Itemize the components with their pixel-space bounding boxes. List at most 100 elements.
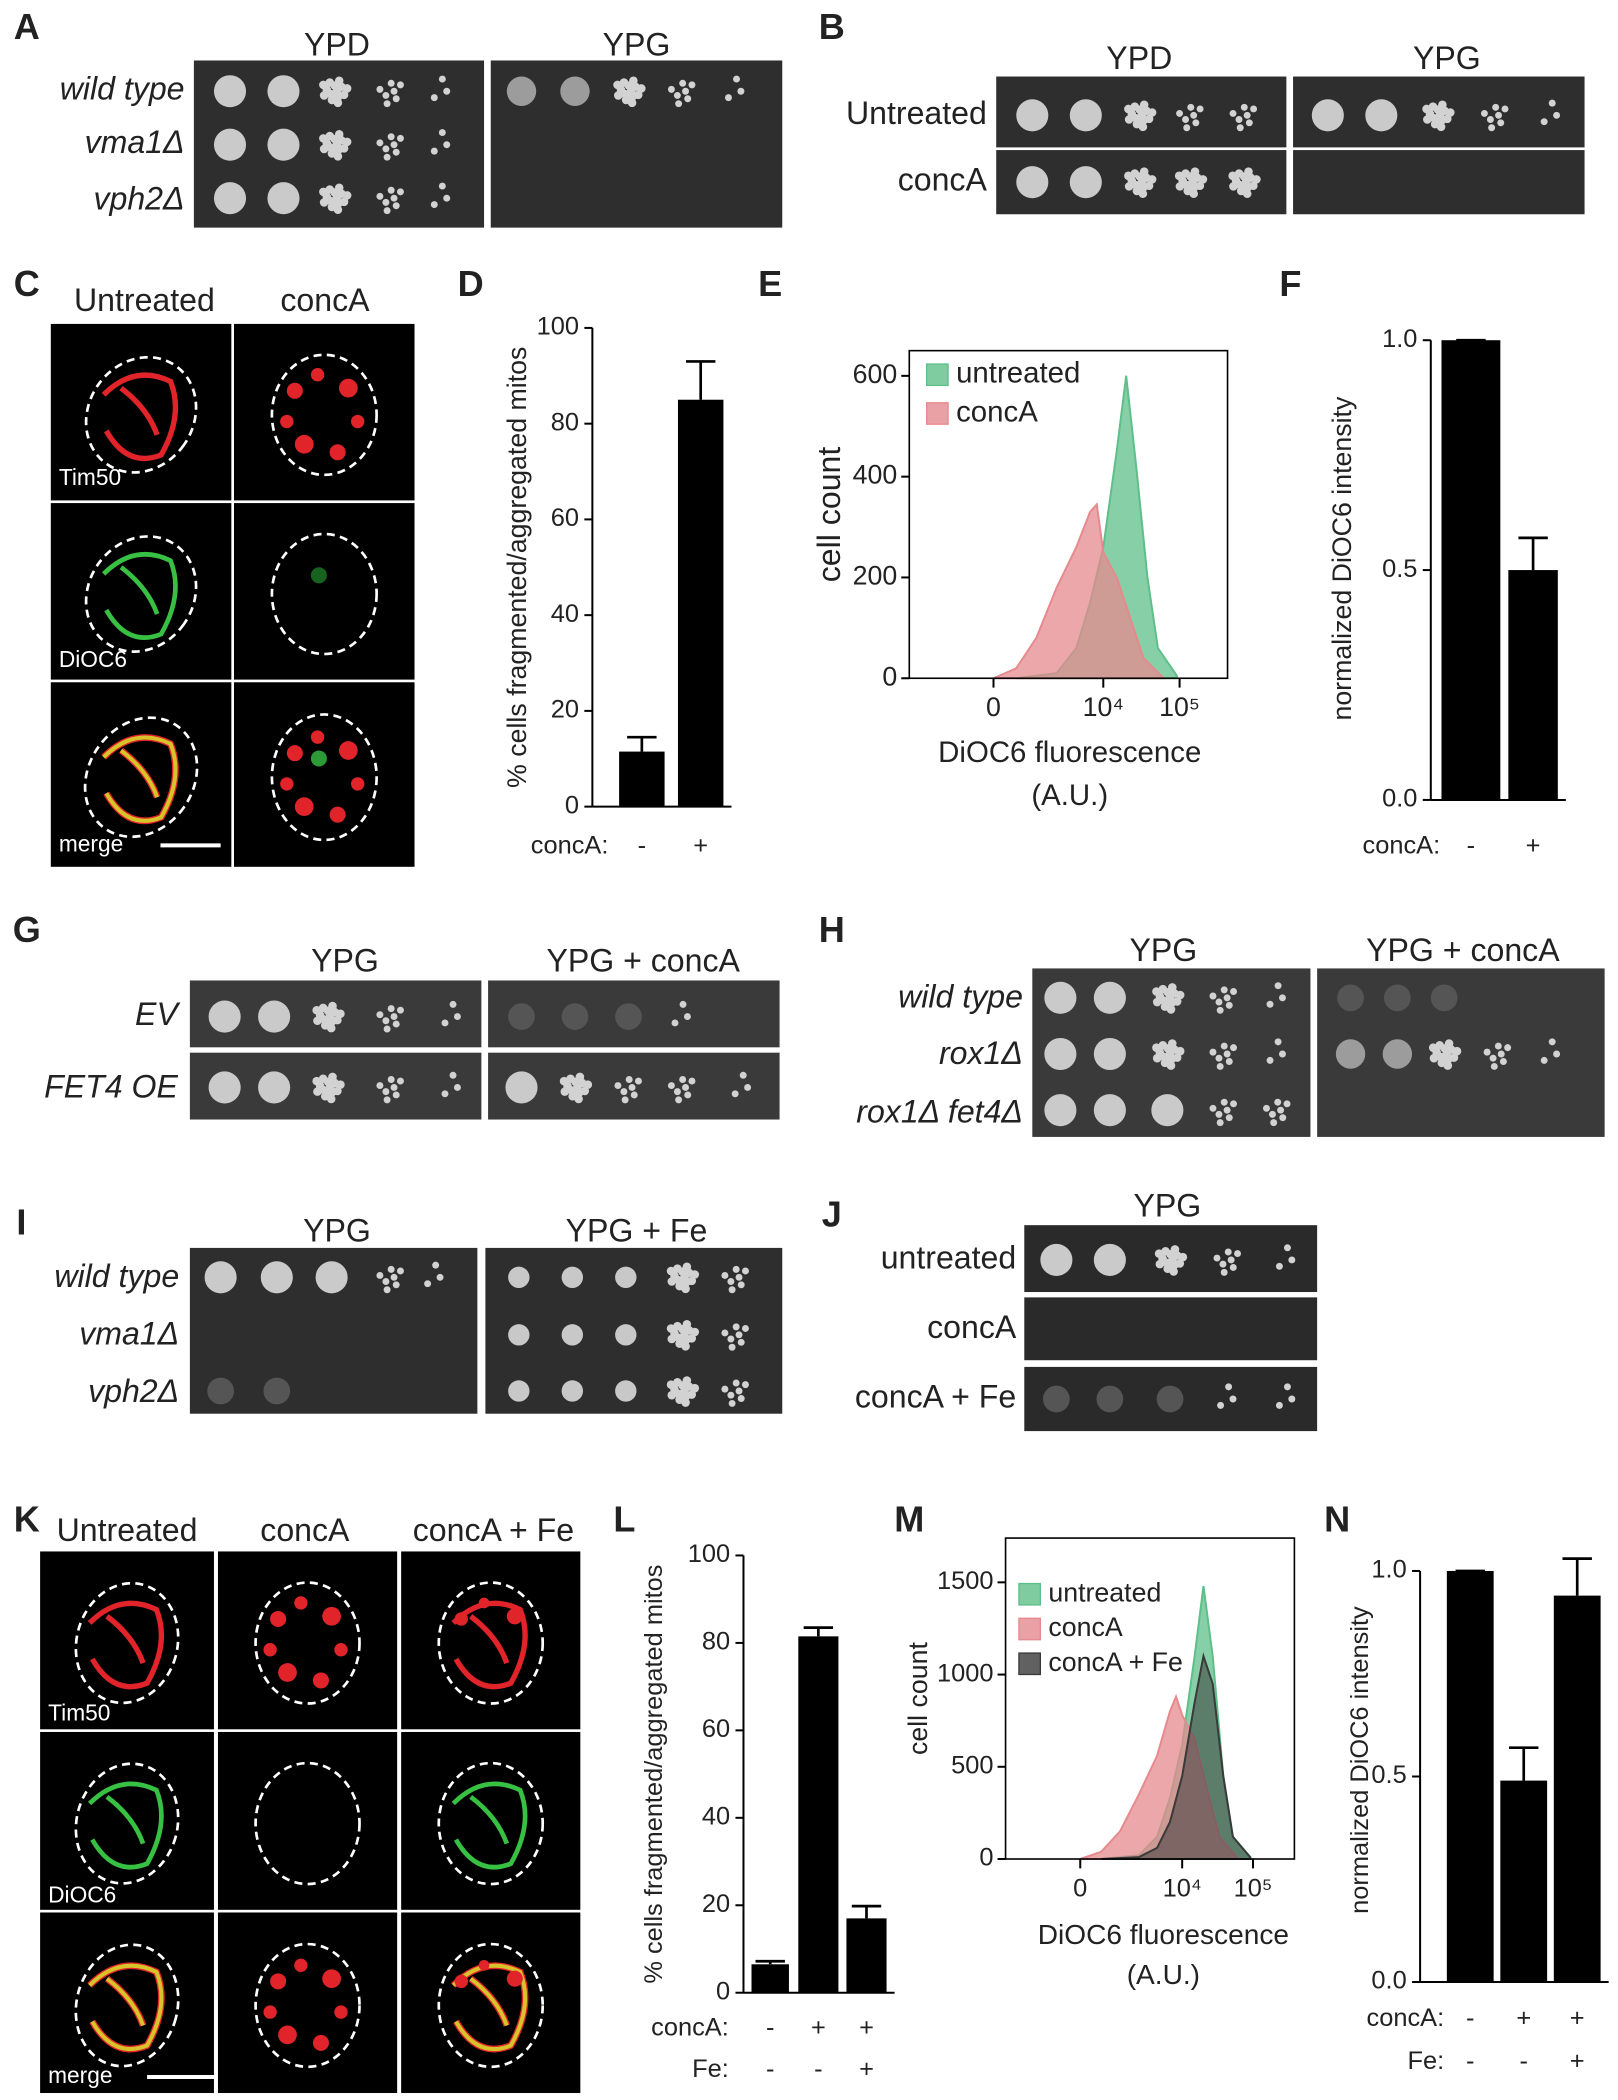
spot: [1337, 984, 1364, 1012]
colony: [1540, 1056, 1548, 1064]
micrograph: [50, 503, 232, 680]
colony: [737, 87, 745, 95]
colony: [382, 1278, 390, 1285]
colony: [1209, 1104, 1217, 1112]
colony: [620, 1088, 628, 1096]
bar: [798, 1636, 839, 1993]
colony: [732, 1323, 740, 1331]
colony: [1229, 182, 1238, 191]
colony: [683, 1013, 691, 1021]
colony: [1486, 116, 1494, 123]
spot: [213, 182, 247, 215]
colony: [318, 1074, 328, 1084]
colony: [319, 134, 328, 143]
colony: [438, 182, 446, 190]
colony: [1166, 1061, 1176, 1070]
spot: [213, 128, 247, 161]
x-tick-label: 0: [1073, 1874, 1087, 1902]
colony: [1215, 998, 1223, 1006]
channel-label: merge: [48, 2062, 112, 2088]
column-header: YPG: [1129, 932, 1197, 968]
colony: [727, 1335, 735, 1343]
spot: [267, 128, 300, 161]
cell-outline: [83, 716, 199, 839]
y-tick-label: 200: [853, 561, 898, 591]
colony: [392, 148, 400, 156]
y-tick-label: 1.0: [1382, 325, 1417, 353]
colony: [382, 145, 390, 153]
y-axis-label: normalized DiOC6 intensity: [1327, 396, 1357, 721]
colony: [390, 1273, 398, 1281]
colony: [1124, 171, 1133, 181]
colony: [1223, 1050, 1231, 1058]
panel-label: D: [458, 263, 484, 304]
colony: [336, 1080, 345, 1089]
colony: [1189, 189, 1199, 199]
colony: [312, 1076, 321, 1086]
colony: [1428, 102, 1438, 111]
colony: [679, 1076, 687, 1083]
colony: [1242, 189, 1252, 199]
colony: [392, 1281, 400, 1289]
panel-label: F: [1279, 263, 1301, 304]
colony: [735, 1331, 743, 1339]
colony: [1266, 1056, 1274, 1064]
colony: [328, 1001, 337, 1011]
column-header: concA: [280, 282, 370, 318]
colony: [1158, 1041, 1168, 1050]
column-header: YPG + Fe: [566, 1213, 708, 1249]
legend-swatch: [926, 363, 949, 387]
merge-signal: [88, 1963, 164, 2051]
mito-signal: [294, 434, 314, 454]
condition-label: +: [1516, 2004, 1531, 2032]
colony: [1229, 1395, 1237, 1403]
colony: [449, 1000, 457, 1008]
colony: [1181, 169, 1190, 178]
micrograph: [50, 323, 232, 501]
colony: [741, 1381, 749, 1389]
colony: [688, 1077, 696, 1085]
row-label: Fe:: [692, 2055, 729, 2083]
colony: [1220, 1042, 1228, 1050]
colony: [390, 1013, 398, 1021]
colony: [1288, 1256, 1296, 1264]
colony: [690, 1383, 700, 1393]
colony: [1182, 116, 1190, 123]
colony: [1268, 1110, 1276, 1118]
colony: [1240, 103, 1248, 111]
column-header: YPG: [1413, 40, 1481, 76]
colony: [1428, 1043, 1438, 1052]
colony: [721, 1271, 729, 1279]
colony: [336, 1009, 345, 1019]
colony: [430, 147, 438, 155]
spot: [1430, 984, 1458, 1012]
bar: [1441, 340, 1501, 800]
colony: [744, 1083, 752, 1091]
plot-frame: [1004, 1537, 1296, 1860]
dioc6-signal: [310, 750, 327, 767]
error-bar: [1562, 1557, 1592, 1596]
row-label: concA:: [1363, 831, 1441, 859]
error-bar: [1509, 1746, 1539, 1781]
colony: [339, 197, 349, 207]
x-axis-label: DiOC6 fluorescence: [1038, 1919, 1289, 1950]
colony: [1169, 1267, 1178, 1276]
colony: [629, 76, 638, 86]
colony: [1262, 1104, 1270, 1112]
row-label: rox1Δ: [939, 1035, 1023, 1071]
colony: [737, 1281, 745, 1289]
y-tick-label: 0: [882, 661, 897, 691]
colony: [339, 90, 349, 100]
y-tick-label: 0.5: [1371, 1761, 1406, 1789]
colony: [396, 1077, 404, 1085]
y-tick-label: 0: [979, 1844, 993, 1872]
colony: [1436, 122, 1446, 132]
row-label: Fe:: [1407, 2047, 1444, 2075]
panel-label: H: [819, 909, 845, 950]
colony: [1138, 122, 1148, 132]
histogram-area: [1101, 1652, 1252, 1861]
colony: [1234, 1250, 1242, 1258]
colony: [566, 1074, 575, 1084]
bar: [751, 1964, 789, 1993]
error-bar: [627, 735, 657, 752]
